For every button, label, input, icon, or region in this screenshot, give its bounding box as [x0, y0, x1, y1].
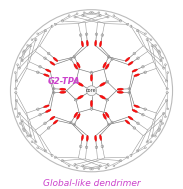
Ellipse shape: [81, 135, 83, 140]
Ellipse shape: [117, 88, 123, 90]
Ellipse shape: [103, 62, 106, 68]
Ellipse shape: [60, 88, 66, 90]
Ellipse shape: [44, 105, 49, 108]
Text: core: core: [86, 88, 97, 93]
Ellipse shape: [78, 82, 83, 86]
Text: G2-TPA: G2-TPA: [48, 77, 81, 86]
Ellipse shape: [60, 91, 66, 93]
Ellipse shape: [105, 112, 109, 118]
Ellipse shape: [95, 40, 97, 46]
Ellipse shape: [90, 75, 93, 81]
Ellipse shape: [53, 120, 58, 124]
Ellipse shape: [100, 82, 105, 86]
Ellipse shape: [53, 57, 58, 61]
Ellipse shape: [74, 112, 78, 118]
Ellipse shape: [128, 116, 133, 120]
Ellipse shape: [100, 135, 102, 140]
Ellipse shape: [100, 41, 102, 47]
Ellipse shape: [81, 41, 83, 47]
Ellipse shape: [125, 120, 130, 124]
Text: Global-like dendrimer: Global-like dendrimer: [43, 179, 140, 188]
Ellipse shape: [132, 109, 137, 112]
Ellipse shape: [103, 114, 106, 119]
Ellipse shape: [74, 64, 78, 69]
Ellipse shape: [132, 69, 137, 72]
Circle shape: [87, 86, 96, 96]
Ellipse shape: [44, 74, 49, 77]
Ellipse shape: [105, 64, 109, 69]
Ellipse shape: [77, 114, 80, 119]
Ellipse shape: [77, 62, 80, 68]
Ellipse shape: [128, 61, 133, 65]
Ellipse shape: [86, 40, 88, 46]
Ellipse shape: [50, 116, 55, 120]
Ellipse shape: [134, 74, 139, 77]
Ellipse shape: [90, 100, 93, 107]
Ellipse shape: [46, 69, 51, 72]
Ellipse shape: [95, 135, 97, 141]
Ellipse shape: [125, 57, 130, 61]
Ellipse shape: [100, 95, 105, 99]
Ellipse shape: [86, 135, 88, 141]
Ellipse shape: [46, 109, 51, 112]
Ellipse shape: [117, 91, 123, 93]
Ellipse shape: [134, 105, 139, 108]
Ellipse shape: [78, 95, 83, 99]
Ellipse shape: [50, 61, 55, 65]
